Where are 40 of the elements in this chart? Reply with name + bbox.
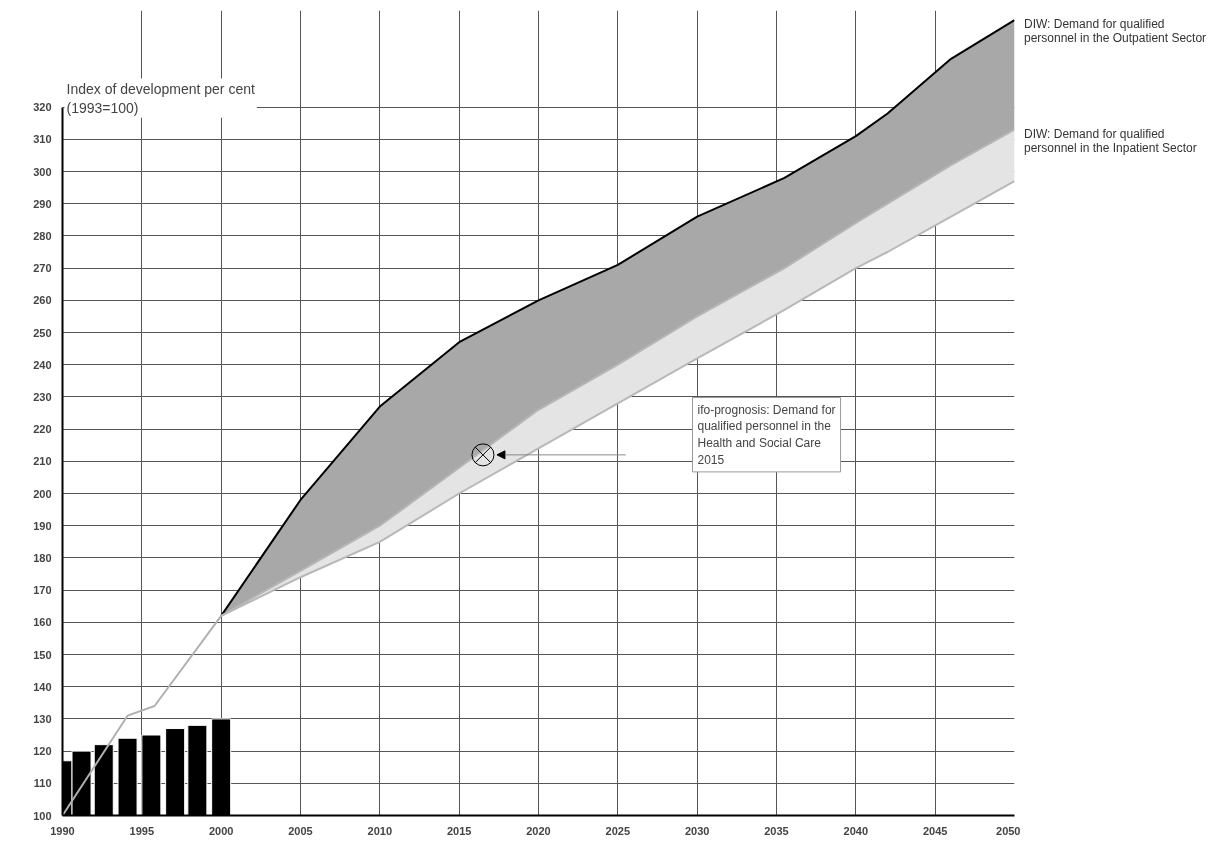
y-tick-label: 230 (33, 390, 52, 403)
y-tick-label: 320 (33, 101, 52, 114)
y-tick-label: 180 (33, 551, 52, 564)
y-tick-label: 140 (33, 680, 52, 693)
x-tick-label: 2050 (996, 824, 1021, 837)
series-label: DIW: Demand for qualified personnel in the Inpatient Sector (1024, 127, 1198, 155)
x-tick-label: 2045 (922, 824, 948, 837)
y-tick-label: 200 (33, 487, 52, 500)
x-tick-label: 2040 (843, 824, 869, 837)
x-tick-label: 2010 (367, 824, 393, 837)
y-axis-title: Index of development per cent (1993=100) (66, 80, 255, 116)
y-tick-label: 100 (33, 809, 52, 822)
x-tick-label: 2005 (288, 824, 313, 837)
y-tick-label: 250 (33, 326, 52, 339)
y-tick-label: 310 (33, 133, 52, 146)
y-tick-label: 160 (33, 616, 52, 629)
y-tick-label: 290 (33, 197, 52, 210)
x-tick-label: 2025 (605, 824, 631, 837)
y-tick-label: 120 (33, 745, 52, 758)
x-tick-label: 2000 (208, 824, 234, 837)
x-tick-label: 2030 (684, 824, 710, 837)
y-tick-label: 280 (33, 229, 52, 242)
y-tick-label: 210 (33, 455, 52, 468)
y-tick-label: 130 (33, 712, 52, 725)
annotation: ifo-prognosis: Demand for qualified personnel in the Health and Social Care 2015 (697, 402, 836, 467)
y-tick-label: 240 (33, 358, 52, 371)
y-tick-label: 270 (33, 262, 52, 275)
x-tick-label: 2020 (526, 824, 551, 837)
series-label: DIW: Demand for qualified personnel in the Outpatient Sector (1024, 17, 1208, 45)
y-tick-label: 170 (33, 584, 52, 597)
x-tick-label: 2015 (446, 824, 472, 837)
y-tick-label: 260 (33, 294, 52, 307)
y-tick-label: 190 (33, 519, 52, 532)
y-tick-label: 110 (33, 777, 52, 790)
x-tick-label: 1995 (129, 824, 155, 837)
y-tick-label: 220 (33, 423, 52, 436)
x-tick-label: 2035 (764, 824, 789, 837)
x-tick-label: 1990 (50, 824, 75, 837)
y-tick-label: 300 (33, 165, 52, 178)
y-tick-label: 150 (33, 648, 52, 661)
